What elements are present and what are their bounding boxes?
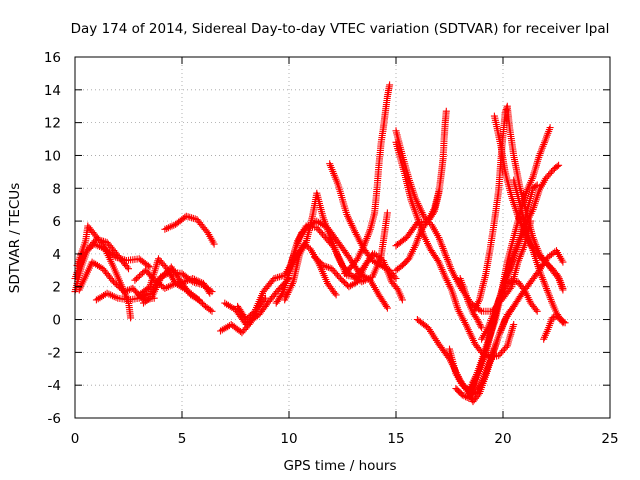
y-tick-label: 0 (52, 313, 61, 329)
data-point-markers (456, 275, 486, 332)
y-tick-label: 4 (52, 247, 61, 263)
data-series-t20 (392, 138, 518, 361)
data-series-t08 (140, 263, 203, 307)
x-tick-label: 25 (601, 431, 618, 447)
data-series-t32 (392, 188, 443, 250)
y-tick-label: 2 (52, 280, 61, 296)
y-axis-label: SDTVAR / TECUs (7, 183, 23, 293)
y-tick-label: -2 (48, 345, 61, 361)
data-series-t33 (456, 275, 486, 332)
data-point-markers (392, 138, 518, 361)
x-tick-label: 20 (494, 431, 511, 447)
x-tick-label: 10 (280, 431, 297, 447)
y-tick-label: 14 (44, 83, 61, 99)
data-series-t18 (341, 81, 394, 278)
chart-title: Day 174 of 2014, Sidereal Day-to-day VTE… (71, 21, 610, 37)
x-tick-label: 5 (178, 431, 187, 447)
data-point-markers (140, 263, 203, 307)
data-layer (71, 81, 569, 406)
data-point-markers (540, 312, 569, 343)
data-point-markers (341, 81, 394, 278)
x-tick-label: 15 (387, 431, 404, 447)
x-tick-label: 0 (71, 431, 80, 447)
x-axis-label: GPS time / hours (283, 458, 396, 474)
y-tick-label: -4 (48, 378, 61, 394)
y-tick-label: 10 (44, 148, 61, 164)
y-tick-label: 16 (44, 50, 61, 66)
y-tick-label: -6 (48, 411, 61, 427)
y-tick-label: 6 (52, 214, 61, 230)
data-point-markers (392, 188, 443, 250)
y-tick-label: 8 (52, 181, 61, 197)
tick-layer: -6 -4 -2 0 2 4 6 8 10 12 14 16 0 5 10 15 20 25 (44, 50, 619, 447)
plot-frame (74, 56, 611, 419)
data-point-markers (510, 176, 567, 327)
data-point-markers (281, 189, 376, 304)
data-series-t15 (281, 189, 376, 304)
data-series-t31 (540, 312, 569, 343)
y-tick-label: 12 (44, 116, 61, 132)
data-series-t09 (161, 212, 218, 248)
data-point-markers (161, 212, 218, 248)
data-series-t30 (510, 176, 567, 327)
